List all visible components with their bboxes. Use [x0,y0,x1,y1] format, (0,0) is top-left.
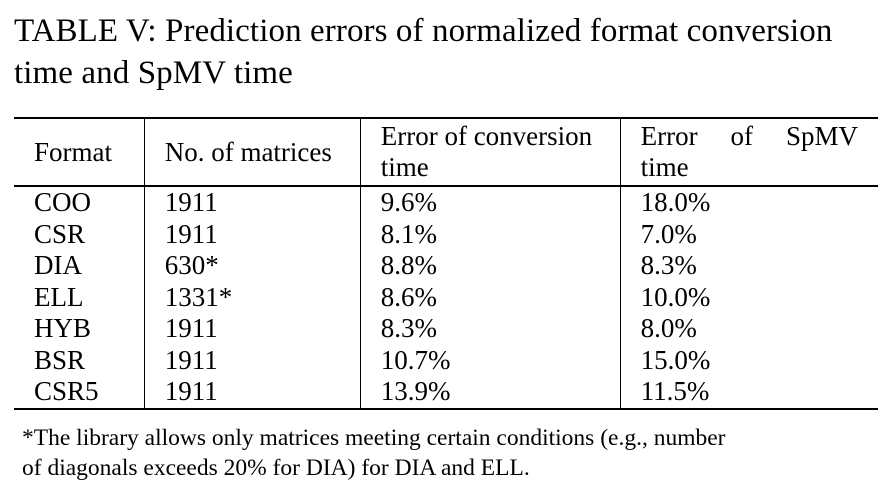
footnote-line-2: of diagonals exceeds 20% for DIA) for DI… [22,455,530,481]
cell-matrices: 1911 [143,376,361,410]
cell-conversion-error: 9.6% [359,186,621,219]
header-spmv-word-2: of [730,121,754,151]
table-row: ELL 1331* 8.6% 10.0% [14,281,878,313]
cell-spmv-error: 8.3% [619,250,878,282]
prediction-errors-table: Format No. of matrices Error of conversi… [14,117,878,410]
table-caption: TABLE V: Prediction errors of normalized… [14,10,880,94]
cell-format: DIA [34,250,82,281]
cell-matrices: 1911 [143,186,361,219]
table-row: HYB 1911 8.3% 8.0% [14,313,878,345]
table-row: BSR 1911 10.7% 15.0% [14,344,878,376]
header-spmv-line-1: Error of SpMV [641,121,878,152]
header-format: Format [14,117,145,187]
cell-spmv-error: 11.5% [619,376,878,410]
table-row: DIA 630* 8.8% 8.3% [14,250,878,282]
header-spmv-word-3: SpMV [785,121,858,151]
table-row: CSR 1911 8.1% 7.0% [14,218,878,250]
cell-matrices: 1331* [143,281,361,313]
header-spmv-line-2: time [640,152,689,182]
cell-format: BSR [34,344,86,375]
cell-conversion-error: 8.3% [359,313,621,345]
caption-line-2: time and SpMV time [14,55,293,91]
cell-spmv-error: 10.0% [619,281,878,313]
table-header-row: Format No. of matrices Error of conversi… [14,117,878,187]
cell-format: CSR [34,218,86,249]
header-spmv-word-1: Error [640,121,698,151]
cell-conversion-error: 10.7% [359,344,621,376]
cell-spmv-error: 18.0% [619,186,878,219]
table-row: COO 1911 9.6% 18.0% [14,186,878,219]
cell-format: CSR5 [14,376,145,410]
table-row: CSR5 1911 13.9% 11.5% [14,376,878,410]
header-conversion-line-1: Error of conversion [380,121,593,151]
table-footnote: *The library allows only matrices meetin… [22,423,882,483]
cell-conversion-error: 8.6% [359,281,621,313]
cell-format: COO [34,187,92,218]
cell-matrices: 1911 [143,313,361,345]
cell-spmv-error: 7.0% [619,218,878,250]
cell-conversion-error: 8.8% [359,250,621,282]
header-conversion-line-2: time [380,152,429,182]
cell-conversion-error: 13.9% [359,376,621,410]
cell-spmv-error: 8.0% [619,313,878,345]
footnote-line-1: *The library allows only matrices meetin… [22,425,726,451]
cell-format: HYB [34,313,92,344]
cell-format: ELL [34,281,84,312]
cell-matrices: 1911 [143,218,361,250]
cell-matrices: 1911 [143,344,361,376]
header-spmv-error: Error of SpMV time [619,117,878,187]
caption-line-1: TABLE V: Prediction errors of normalized… [14,13,833,49]
cell-matrices: 630* [143,250,361,282]
header-matrices: No. of matrices [143,117,361,187]
header-conversion-error: Error of conversion time [359,117,621,187]
cell-spmv-error: 15.0% [619,344,878,376]
cell-conversion-error: 8.1% [359,218,621,250]
